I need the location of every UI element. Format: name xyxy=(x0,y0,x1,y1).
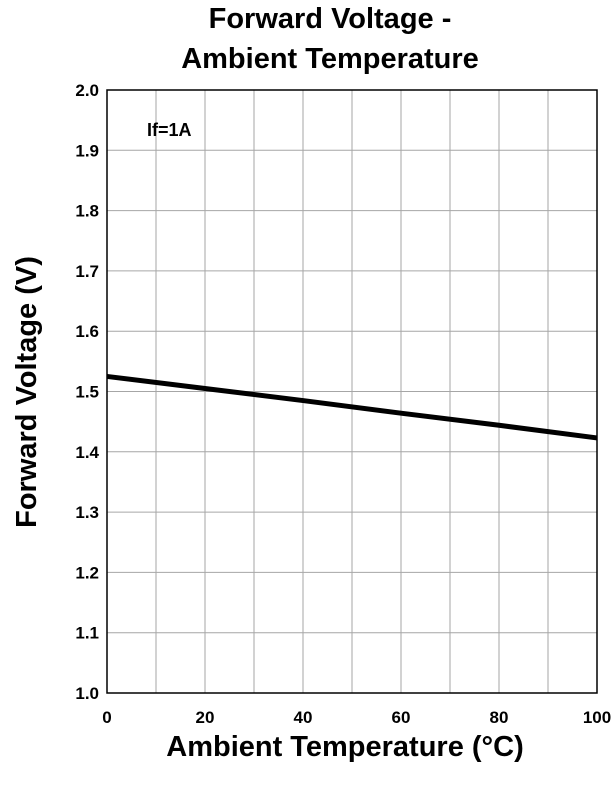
y-tick-label: 1.4 xyxy=(75,443,99,462)
series-layer xyxy=(106,373,598,441)
y-tick-labels: 1.0 1.1 1.2 1.3 1.4 1.5 1.6 1.7 1.8 1.9 2.0 xyxy=(75,81,99,703)
y-tick-label: 2.0 xyxy=(75,81,99,100)
x-tick-label: 80 xyxy=(490,708,509,727)
x-tick-label: 20 xyxy=(196,708,215,727)
y-tick-label: 1.1 xyxy=(75,624,99,643)
y-tick-label: 1.7 xyxy=(75,262,99,281)
y-tick-label: 1.0 xyxy=(75,684,99,703)
x-tick-label: 60 xyxy=(392,708,411,727)
plot-area-frame xyxy=(106,89,598,694)
chart-title-line-2: Ambient Temperature xyxy=(181,43,479,75)
y-tick-label: 1.5 xyxy=(75,383,99,402)
x-axis-label: Ambient Temperature (°C) xyxy=(166,731,524,763)
x-tick-label: 0 xyxy=(102,708,111,727)
y-tick-label: 1.6 xyxy=(75,322,99,341)
x-tick-label: 40 xyxy=(294,708,313,727)
series-line xyxy=(106,373,598,441)
chart-title-line-1: Forward Voltage - xyxy=(209,3,452,35)
condition-annotation: If=1A xyxy=(147,120,192,140)
y-axis-label: Forward Voltage (V) xyxy=(11,256,43,528)
y-tick-label: 1.9 xyxy=(75,141,99,160)
y-tick-label: 1.3 xyxy=(75,503,99,522)
y-tick-label: 1.2 xyxy=(75,563,99,582)
x-tick-labels: 0 20 40 60 80 100 xyxy=(102,708,611,727)
y-tick-label: 1.8 xyxy=(75,202,99,221)
grid xyxy=(107,90,597,693)
x-tick-label: 100 xyxy=(583,708,611,727)
